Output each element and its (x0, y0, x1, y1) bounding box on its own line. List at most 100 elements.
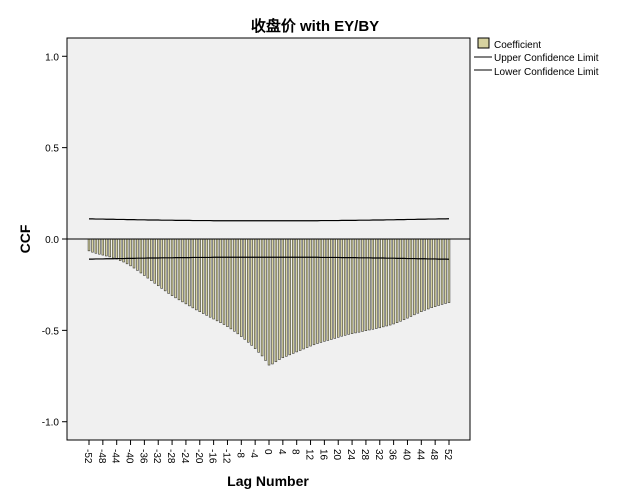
bar (385, 238, 388, 327)
bar (174, 238, 177, 299)
bar (132, 238, 136, 269)
bar (420, 238, 423, 312)
legend: Coefficient Upper Confidence Limit Lower… (474, 37, 599, 78)
bar (354, 238, 357, 334)
bar (157, 238, 160, 287)
x-tick-label: -32 (151, 449, 162, 464)
x-tick-label: 20 (331, 449, 342, 461)
bar (129, 238, 132, 267)
bar (226, 238, 229, 327)
bar (98, 238, 101, 255)
bar (316, 238, 319, 344)
x-tick-label: -8 (234, 449, 245, 458)
y-axis-label: CCF (17, 224, 33, 253)
legend-coefficient-swatch (477, 37, 490, 49)
bar (347, 238, 350, 335)
bar (402, 238, 406, 321)
bar (243, 238, 246, 340)
x-tick-label: 8 (290, 449, 301, 455)
bar (177, 238, 181, 301)
bar (430, 238, 433, 308)
bar (212, 238, 215, 320)
bar (250, 238, 253, 346)
bar (330, 238, 333, 340)
x-axis: -52 -48 -44 -40 -36 -32 -28 -24 -20 -16 -12 -8 -4 0 4 8… (82, 440, 453, 464)
x-tick-label: -36 (137, 449, 148, 464)
bar (181, 238, 184, 303)
bar (202, 238, 205, 314)
bar (298, 238, 302, 351)
legend-coefficient-label: Coefficient (494, 40, 541, 51)
bar (257, 238, 260, 353)
bar (413, 238, 416, 316)
x-tick-label: 48 (428, 449, 439, 461)
bar (378, 238, 381, 329)
bar (150, 238, 153, 281)
bar (312, 238, 316, 346)
x-tick-label: 52 (442, 449, 453, 461)
bar (233, 238, 236, 332)
bar (125, 238, 129, 265)
bar (260, 238, 264, 357)
bar (340, 238, 343, 337)
bar (108, 238, 111, 258)
bar (375, 238, 378, 329)
x-tick-label: 24 (345, 449, 356, 461)
x-tick-label: -4 (248, 449, 259, 458)
bar (423, 238, 426, 311)
y-tick-label: -1.0 (42, 418, 60, 429)
bar (427, 238, 430, 310)
bar (416, 238, 420, 314)
x-tick-label: 28 (359, 449, 370, 461)
bar (184, 238, 188, 305)
x-tick-label: -28 (165, 449, 176, 464)
x-tick-label: 40 (400, 449, 411, 461)
bar (364, 238, 368, 331)
bar (118, 238, 122, 261)
bar (326, 238, 330, 341)
bar (323, 238, 326, 342)
bar (136, 238, 139, 271)
bar (288, 238, 291, 356)
legend-lower-label: Lower Confidence Limit (494, 67, 599, 78)
legend-upper-label: Upper Confidence Limit (494, 53, 599, 64)
y-tick-label: 0.0 (45, 235, 59, 246)
bar (392, 238, 395, 325)
bar (295, 238, 298, 353)
bar (167, 238, 170, 294)
bar (440, 238, 444, 305)
bar (395, 238, 399, 323)
bar (215, 238, 219, 322)
bar (208, 238, 212, 318)
x-tick-label: 32 (373, 449, 384, 461)
bar (371, 238, 375, 330)
x-tick-label: -20 (193, 449, 204, 464)
bar (368, 238, 371, 331)
bar (247, 238, 250, 343)
x-tick-label: -16 (207, 449, 218, 464)
bar (409, 238, 413, 317)
x-tick-label: 12 (304, 449, 315, 461)
y-tick-label: 1.0 (45, 52, 59, 63)
bar (191, 238, 195, 309)
bar (87, 238, 91, 252)
bar (195, 238, 198, 311)
bar (319, 238, 323, 343)
x-tick-label: 16 (317, 449, 328, 461)
x-tick-label: -48 (96, 449, 107, 464)
bar (163, 238, 167, 292)
bar (94, 238, 98, 254)
bar (101, 238, 105, 256)
bar (333, 238, 336, 339)
bar (236, 238, 240, 335)
bar (399, 238, 402, 322)
x-tick-label: 4 (276, 449, 287, 455)
bar (382, 238, 385, 328)
y-axis: 1.0 0.5 0.0 -0.5 -1.0 (42, 52, 67, 429)
bar-series (87, 238, 451, 366)
x-tick-label: -24 (179, 449, 190, 464)
bar (198, 238, 201, 312)
bar (229, 238, 233, 330)
bar (388, 238, 392, 326)
